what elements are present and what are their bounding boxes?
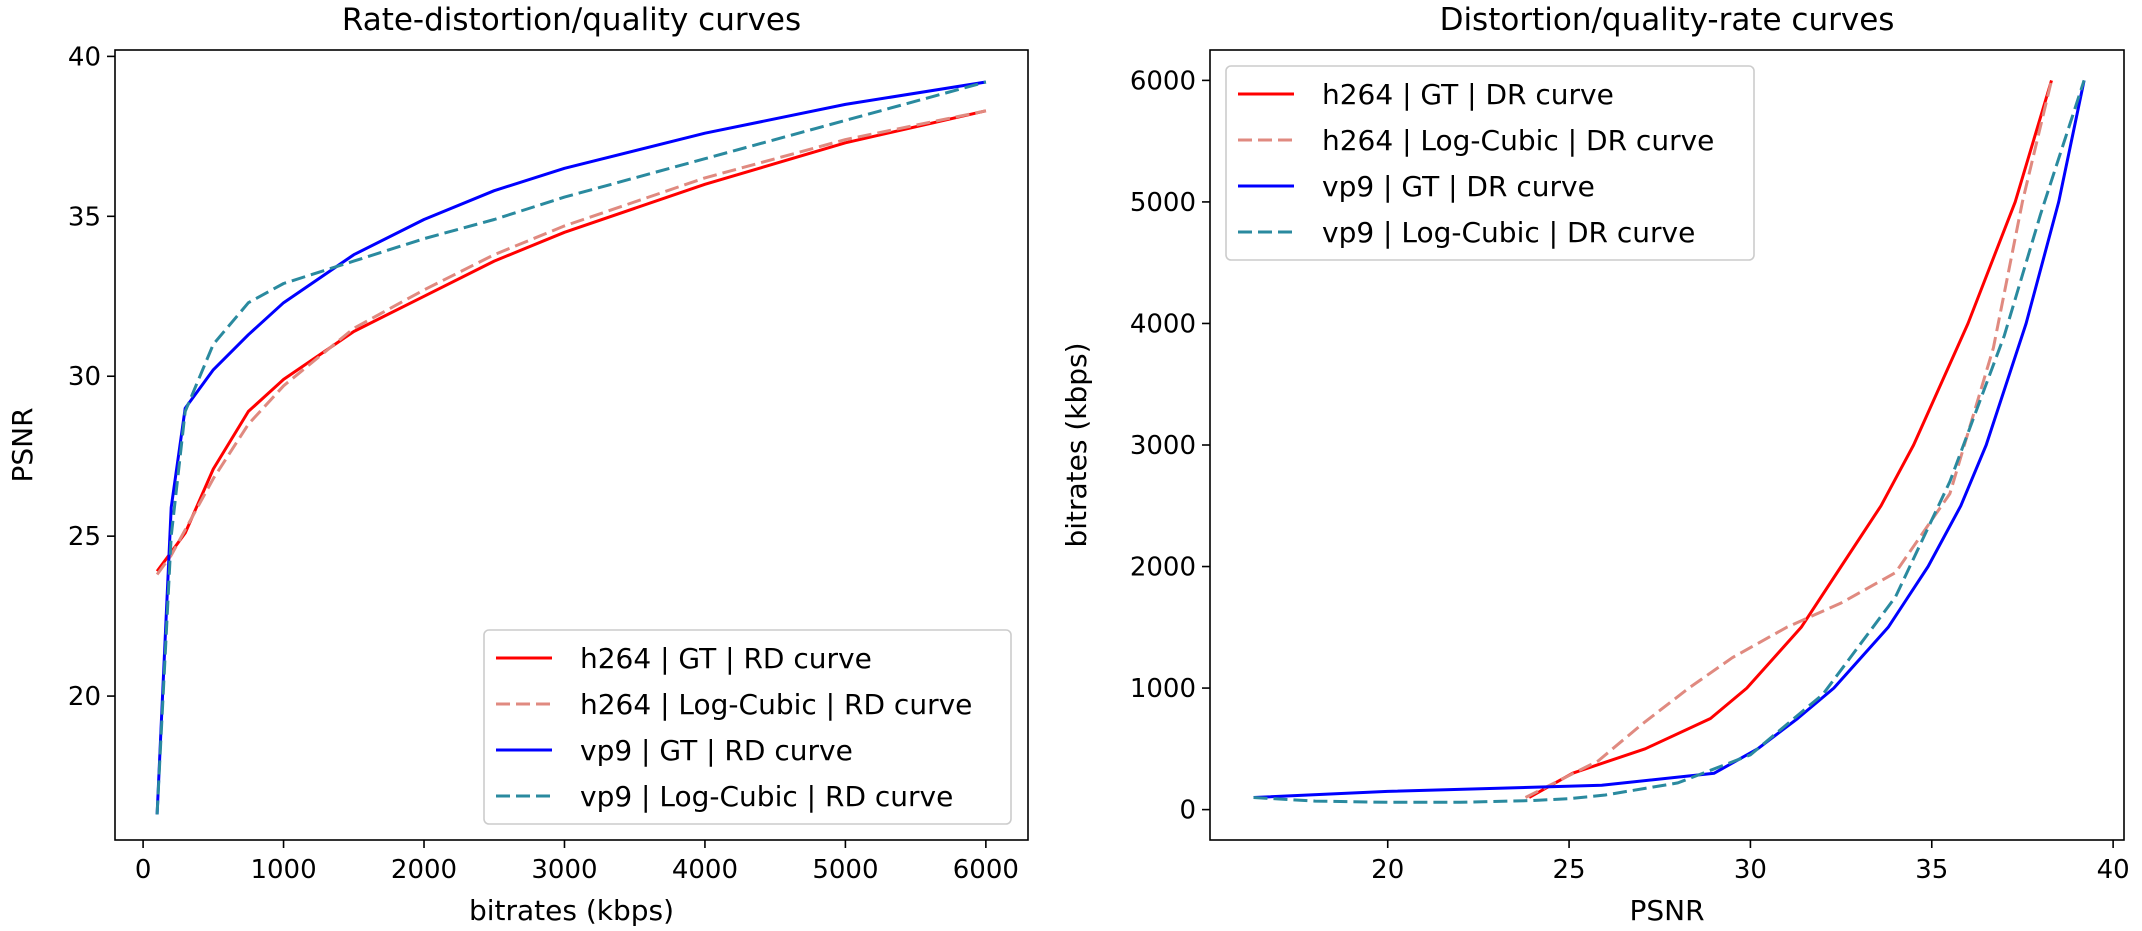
legend: h264 | GT | RD curve h264 | Log-Cubic | …	[483, 629, 1012, 825]
plot-frame	[114, 49, 1029, 841]
y-tick-label: 20	[68, 682, 101, 712]
y-tick-label: 25	[68, 522, 101, 552]
x-tick-label: 3000	[531, 855, 597, 885]
legend-label: h264 | Log-Cubic | DR curve	[1322, 124, 1714, 157]
y-tick-label: 4000	[1130, 309, 1196, 339]
legend-box	[483, 629, 1012, 825]
distortion-rate-chart: Distortion/quality-rate curves PSNR bitr…	[1060, 2, 2130, 927]
x-axis-label: PSNR	[1629, 894, 1704, 927]
chart-title: Distortion/quality-rate curves	[1440, 2, 1895, 38]
series-lines	[155, 80, 987, 815]
series-line	[1253, 79, 2086, 804]
series-line	[1524, 80, 2053, 799]
series-lines	[1253, 79, 2086, 804]
x-tick-label: 6000	[953, 855, 1019, 885]
legend-label: h264 | GT | RD curve	[580, 642, 872, 675]
axis-ticks: 20 25 30 35 40 0 1000 2000 3000 4000 5000 6000	[1130, 66, 2130, 885]
series-line	[155, 80, 987, 815]
x-tick-label: 4000	[672, 855, 738, 885]
y-tick-label: 5000	[1130, 188, 1196, 218]
y-tick-label: 30	[68, 362, 101, 392]
y-tick-label: 0	[1179, 796, 1196, 826]
y-tick-label: 2000	[1130, 553, 1196, 583]
x-tick-label: 30	[1734, 855, 1767, 885]
y-axis-label: PSNR	[6, 407, 39, 482]
y-tick-label: 1000	[1130, 674, 1196, 704]
plot-frame	[1209, 49, 2125, 841]
legend: h264 | GT | DR curve h264 | Log-Cubic | …	[1225, 65, 1755, 261]
x-tick-label: 25	[1553, 855, 1586, 885]
y-tick-label: 40	[68, 42, 101, 72]
legend-label: h264 | Log-Cubic | RD curve	[580, 688, 972, 721]
x-tick-label: 0	[135, 855, 152, 885]
rate-distortion-chart: Rate-distortion/quality curves bitrates …	[6, 2, 1029, 927]
y-axis-label: bitrates (kbps)	[1060, 342, 1093, 547]
x-tick-label: 5000	[812, 855, 878, 885]
x-tick-label: 40	[2097, 855, 2130, 885]
legend-label: vp9 | GT | RD curve	[580, 734, 853, 767]
chart-title: Rate-distortion/quality curves	[342, 2, 801, 38]
x-tick-label: 35	[1915, 855, 1948, 885]
x-tick-label: 2000	[391, 855, 457, 885]
legend-label: vp9 | Log-Cubic | RD curve	[580, 780, 953, 813]
series-line	[155, 109, 987, 573]
y-tick-label: 3000	[1130, 431, 1196, 461]
y-tick-label: 35	[68, 202, 101, 232]
legend-label: vp9 | GT | DR curve	[1322, 170, 1595, 203]
legend-label: h264 | GT | DR curve	[1322, 78, 1614, 111]
x-tick-label: 1000	[250, 855, 316, 885]
legend-label: vp9 | Log-Cubic | DR curve	[1322, 216, 1695, 249]
x-axis-label: bitrates (kbps)	[469, 894, 674, 927]
axis-ticks: 0 1000 2000 3000 4000 5000 6000 20 25 30 35 40	[68, 42, 1019, 885]
series-line	[155, 109, 987, 576]
legend-box	[1225, 65, 1755, 261]
y-tick-label: 6000	[1130, 66, 1196, 96]
series-line	[1253, 80, 2086, 799]
x-tick-label: 20	[1371, 855, 1404, 885]
